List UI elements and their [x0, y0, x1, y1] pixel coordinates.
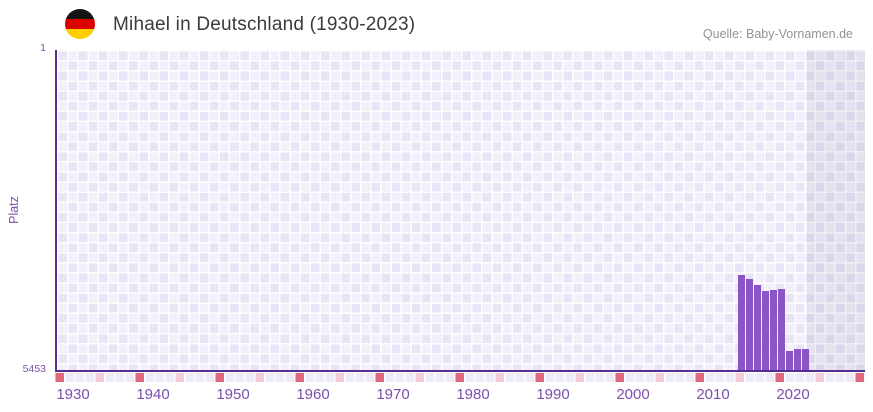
y-axis-title: Platz: [7, 196, 21, 224]
no-data-band: [807, 50, 865, 370]
x-tick-label: 1930: [56, 386, 90, 403]
x-tick-label: 1970: [376, 386, 410, 403]
x-tick-label: 2020: [776, 386, 810, 403]
bar-2018[interactable]: [777, 289, 785, 370]
bar-2016[interactable]: [761, 290, 769, 370]
bar-2019[interactable]: [785, 351, 793, 370]
x-tick-label: 1960: [296, 386, 330, 403]
bar-2013[interactable]: [737, 275, 745, 370]
decade-strip: [54, 372, 866, 382]
source-label: Quelle: Baby-Vornamen.de: [702, 27, 853, 41]
plot-area: [55, 50, 865, 372]
germany-flag-icon: [65, 9, 95, 39]
x-axis-labels: 1930 1940 1950 1960 1970 1980 1990 2000 2010 2020: [0, 386, 873, 406]
x-tick-label: 1950: [216, 386, 250, 403]
y-tick-bottom: 5453: [22, 363, 46, 375]
bar-2015[interactable]: [753, 285, 761, 370]
chart-title: Mihael in Deutschland (1930-2023): [113, 14, 416, 35]
x-tick-label: 1940: [136, 386, 170, 403]
x-tick-label: 1990: [536, 386, 570, 403]
x-tick-label: 2000: [616, 386, 650, 403]
y-tick-top: 1: [40, 42, 46, 54]
x-tick-label: 1980: [456, 386, 490, 403]
bar-2014[interactable]: [745, 279, 753, 370]
bar-2020[interactable]: [793, 349, 801, 370]
bar-2021[interactable]: [801, 349, 809, 370]
bar-2017[interactable]: [769, 290, 777, 370]
x-tick-label: 2010: [696, 386, 730, 403]
